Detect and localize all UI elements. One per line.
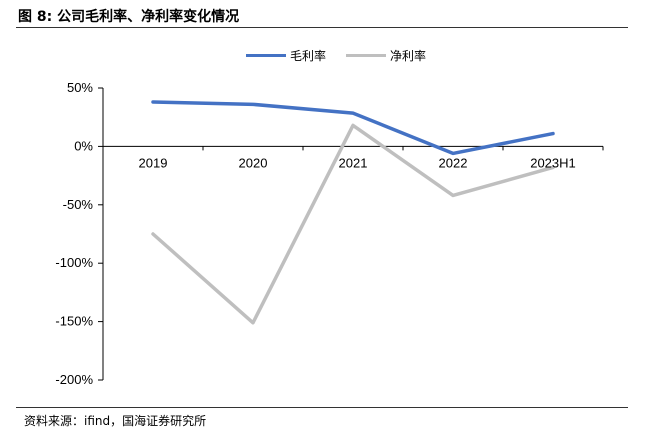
legend-swatch-gross-margin (246, 54, 286, 57)
x-tick-label: 2021 (339, 155, 368, 170)
x-tick-label: 2023H1 (530, 155, 576, 170)
bottom-rule (16, 407, 628, 408)
y-tick-label: -50% (63, 197, 94, 212)
x-tick-label: 2022 (439, 155, 468, 170)
y-tick-label: 0% (74, 138, 93, 153)
y-tick-label: -150% (55, 314, 93, 329)
legend-label-gross-margin: 毛利率 (290, 49, 327, 63)
legend-item-net-margin: 净利率 (346, 47, 426, 64)
y-tick-label: -100% (55, 255, 93, 270)
source-note: 资料来源：ifind，国海证券研究所 (24, 414, 207, 428)
y-tick-label: -200% (55, 372, 93, 387)
y-tick-label: 50% (67, 80, 93, 95)
legend-label-net-margin: 净利率 (390, 49, 427, 63)
x-tick-label: 2020 (239, 155, 268, 170)
top-rule (16, 27, 628, 28)
legend-swatch-net-margin (346, 54, 387, 57)
legend: 毛利率 净利率 (246, 47, 446, 64)
x-tick-label: 2019 (139, 155, 168, 170)
figure-title: 图 8: 公司毛利率、净利率变化情况 (18, 9, 240, 25)
legend-item-gross-margin: 毛利率 (246, 47, 326, 64)
